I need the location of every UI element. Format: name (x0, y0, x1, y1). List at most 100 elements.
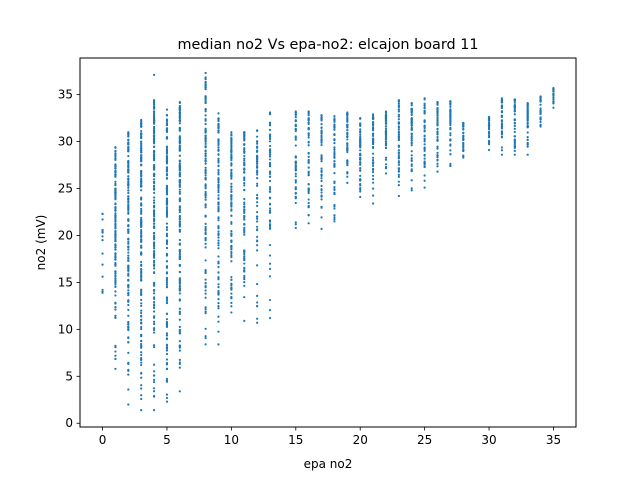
data-point (436, 159, 439, 162)
data-point (127, 230, 130, 234)
data-point (127, 186, 130, 189)
data-point (165, 276, 169, 280)
data-point (268, 155, 272, 158)
data-point (127, 142, 130, 146)
data-point (230, 305, 233, 308)
data-point (152, 111, 156, 114)
data-point (333, 148, 336, 151)
data-point (243, 222, 246, 226)
data-point (140, 207, 143, 211)
data-point (217, 242, 220, 245)
data-point (178, 135, 181, 138)
data-point (539, 116, 542, 119)
data-point (513, 118, 516, 122)
data-point (320, 114, 323, 117)
data-point (307, 183, 310, 186)
data-point (307, 111, 310, 114)
data-point (410, 141, 413, 144)
data-point (449, 132, 452, 135)
data-point (371, 133, 375, 136)
data-point (165, 265, 169, 268)
data-point (114, 240, 117, 243)
data-point (178, 188, 181, 191)
data-point (268, 179, 272, 183)
data-point (243, 218, 246, 221)
data-point (114, 146, 117, 149)
data-point (140, 268, 143, 271)
data-point (178, 206, 181, 209)
data-point (165, 363, 169, 366)
data-point (307, 122, 310, 126)
data-point (333, 150, 336, 154)
data-point (513, 149, 516, 153)
y-tick-label: 15 (58, 275, 73, 289)
data-point (320, 126, 323, 129)
data-point (178, 299, 181, 302)
data-point (152, 247, 156, 250)
data-point (230, 214, 233, 217)
data-point (152, 127, 156, 130)
data-point (152, 370, 156, 373)
data-point (294, 201, 297, 205)
data-point (397, 118, 400, 121)
data-point (423, 104, 426, 107)
y-tick-label: 5 (65, 369, 73, 383)
data-point (178, 117, 181, 120)
data-point (268, 219, 272, 222)
data-point (114, 150, 117, 153)
data-point (256, 177, 259, 180)
data-point (243, 211, 246, 215)
data-point (359, 188, 362, 191)
data-point (165, 207, 169, 211)
data-point (371, 202, 375, 205)
data-point (359, 163, 362, 166)
data-point (178, 184, 181, 187)
data-point (294, 156, 297, 159)
data-point (152, 331, 156, 334)
data-point (462, 155, 465, 158)
data-point (165, 211, 169, 214)
data-point (410, 124, 413, 127)
data-point (526, 122, 529, 125)
data-point (140, 238, 143, 241)
data-point (152, 289, 156, 292)
data-point (333, 146, 336, 149)
data-point (204, 198, 207, 201)
data-point (513, 104, 516, 107)
data-point (346, 148, 349, 151)
data-point (397, 115, 400, 118)
data-point (397, 138, 400, 142)
data-point (397, 167, 400, 170)
data-point (152, 181, 156, 185)
data-point (487, 118, 491, 121)
data-point (204, 336, 207, 340)
data-point (397, 169, 400, 173)
data-point (178, 345, 181, 348)
data-point (256, 215, 259, 219)
data-point (256, 160, 259, 163)
data-point (500, 153, 504, 156)
data-point (178, 175, 181, 178)
data-point (423, 140, 426, 143)
data-point (152, 201, 156, 204)
data-point (152, 217, 156, 220)
data-point (230, 233, 233, 236)
data-point (436, 123, 439, 126)
data-point (462, 128, 465, 131)
data-point (320, 122, 323, 126)
data-point (217, 315, 220, 318)
data-point (397, 180, 400, 183)
data-point (513, 124, 516, 128)
data-point (307, 132, 310, 135)
data-point (307, 166, 310, 169)
data-point (178, 218, 181, 221)
data-point (178, 144, 181, 147)
data-point (256, 142, 259, 145)
data-point (127, 266, 130, 269)
data-point (165, 206, 169, 209)
data-point (449, 105, 452, 108)
data-point (165, 108, 169, 111)
data-point (410, 102, 413, 105)
data-point (397, 105, 400, 108)
data-point (230, 194, 233, 197)
